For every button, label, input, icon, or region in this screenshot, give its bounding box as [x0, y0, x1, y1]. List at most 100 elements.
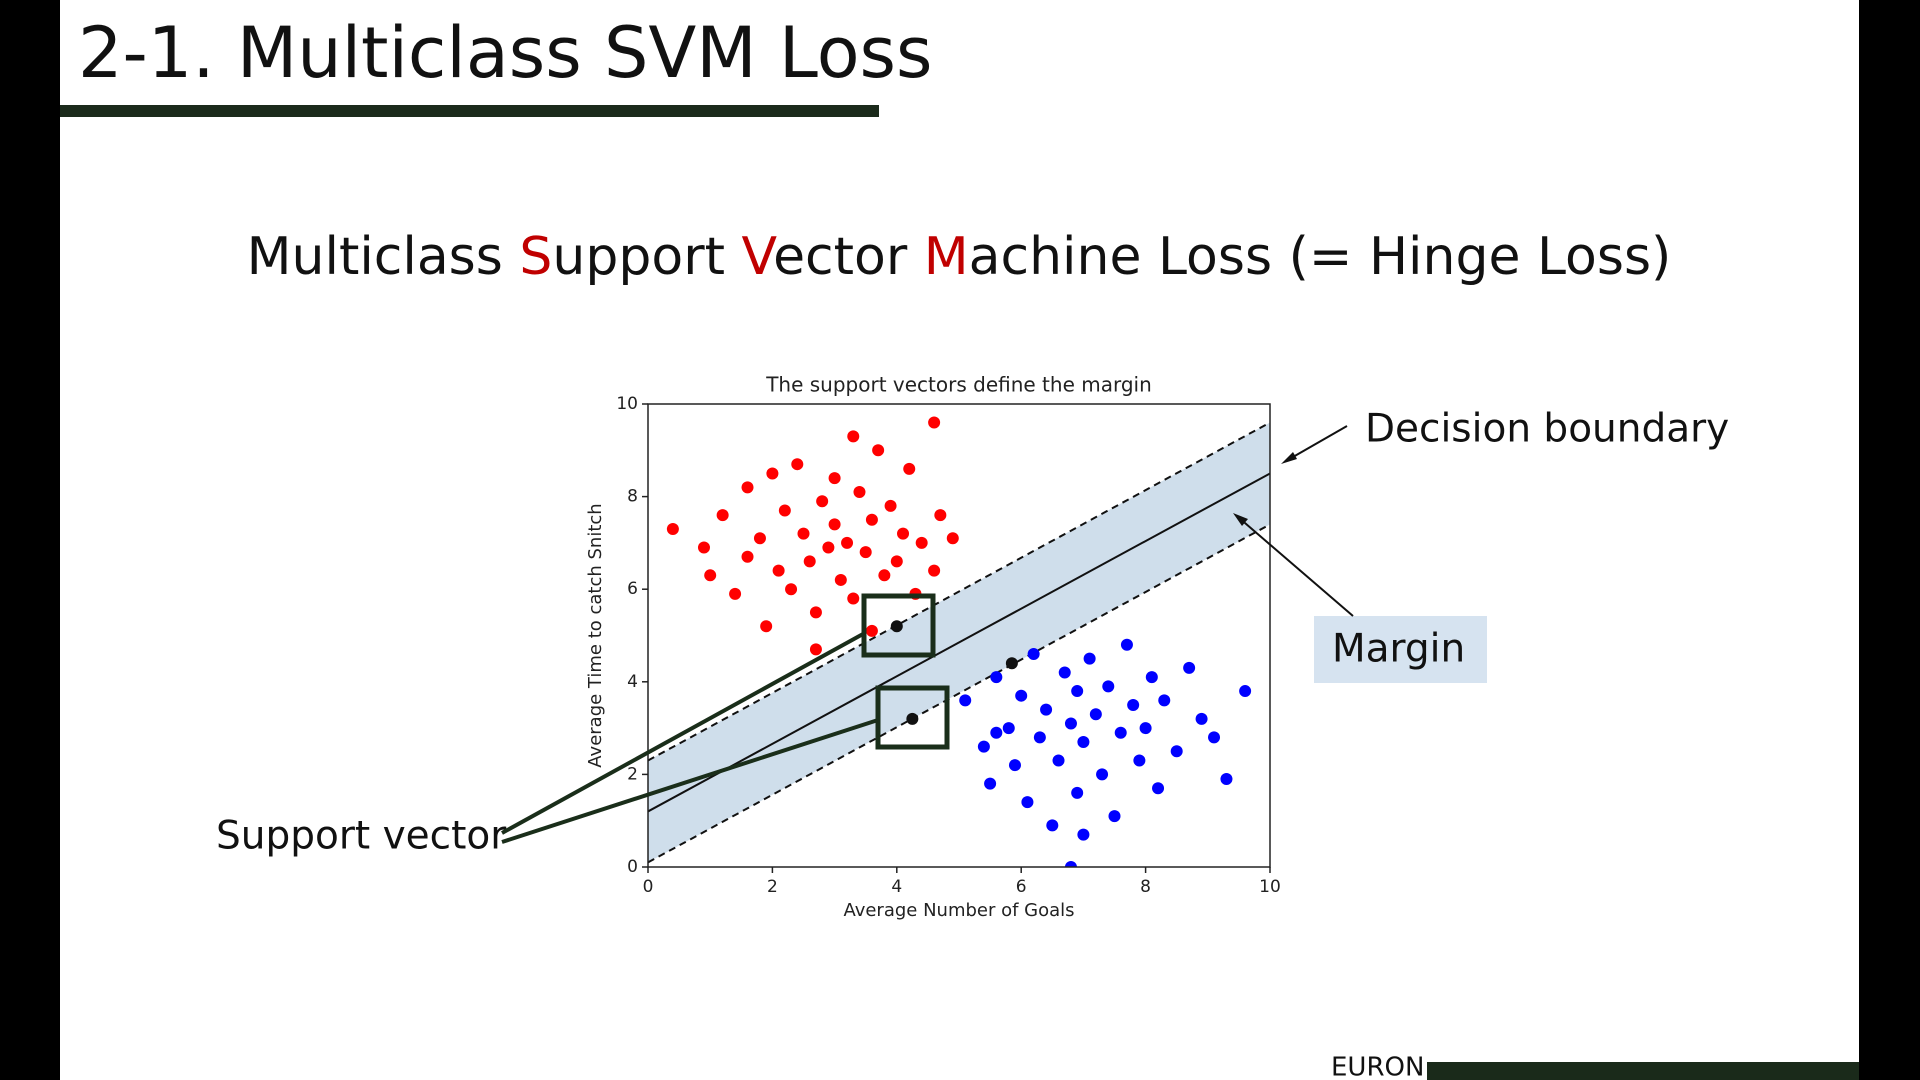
data-point [928, 564, 941, 577]
data-point [890, 620, 903, 633]
data-point [1021, 796, 1034, 809]
subtitle-segment: achine Loss (= Hinge Loss) [969, 227, 1672, 287]
data-point [1158, 694, 1171, 707]
data-point [741, 550, 754, 563]
title-underline [60, 105, 879, 117]
x-tick-label: 6 [1016, 877, 1027, 897]
x-tick-label: 8 [1140, 877, 1151, 897]
data-point [1008, 759, 1021, 772]
data-point [847, 430, 860, 443]
data-point [834, 573, 847, 586]
data-point [1058, 666, 1071, 679]
data-point [990, 671, 1003, 684]
data-point [1083, 652, 1096, 665]
subtitle: Multiclass Support Vector Machine Loss (… [247, 227, 1672, 287]
data-point [785, 583, 798, 596]
data-point [666, 523, 679, 536]
data-point [822, 541, 835, 554]
data-point [1052, 754, 1065, 767]
data-point [828, 472, 841, 485]
subtitle-segment: S [519, 227, 552, 287]
x-tick-label: 4 [891, 877, 902, 897]
data-point [772, 564, 785, 577]
margin-label-box [1314, 616, 1487, 683]
data-point [1239, 685, 1252, 698]
data-point [959, 694, 972, 707]
data-point [1170, 745, 1183, 758]
y-tick-label: 4 [627, 672, 638, 692]
data-point [1152, 782, 1165, 795]
arrow-head [1233, 513, 1248, 526]
data-point [1195, 712, 1208, 725]
y-tick-label: 6 [627, 579, 638, 599]
x-axis-label: Average Number of Goals [843, 900, 1074, 921]
data-point [990, 726, 1003, 739]
data-point [809, 643, 822, 656]
data-point [797, 527, 810, 540]
x-tick-label: 0 [643, 877, 654, 897]
data-point [760, 620, 773, 633]
data-point [897, 527, 910, 540]
data-point [1183, 661, 1196, 674]
y-tick-label: 8 [627, 487, 638, 507]
data-point [816, 495, 829, 508]
subtitle-segment: ector [773, 227, 924, 287]
data-point [872, 444, 885, 457]
support-vector-label: Support vector [216, 814, 507, 859]
data-point [984, 777, 997, 790]
data-point [1040, 703, 1053, 716]
data-point [906, 712, 919, 725]
data-point [1096, 768, 1109, 781]
pointer-line [501, 718, 879, 844]
margin-label: Margin [1332, 627, 1465, 672]
data-point [1208, 731, 1221, 744]
decision-boundary-line [648, 472, 1270, 813]
data-point [716, 509, 729, 522]
data-point [766, 467, 779, 480]
data-point [1120, 638, 1133, 651]
highlight-box [875, 685, 950, 750]
data-point [1077, 828, 1090, 841]
data-point [946, 532, 959, 545]
data-point [1133, 754, 1146, 767]
x-tick-label: 2 [767, 877, 778, 897]
highlight-box [861, 593, 936, 658]
data-point [1033, 731, 1046, 744]
data-point [809, 606, 822, 619]
data-point [865, 624, 878, 637]
data-point [1071, 685, 1084, 698]
y-tick-label: 10 [616, 394, 638, 414]
x-tick-label: 10 [1259, 877, 1281, 897]
data-point [878, 569, 891, 582]
data-point [704, 569, 717, 582]
data-point [729, 587, 742, 600]
data-point [1071, 786, 1084, 799]
data-point [1114, 726, 1127, 739]
data-point [1127, 698, 1140, 711]
arrow-head [1281, 452, 1297, 464]
footer-text: EURON [1331, 1053, 1424, 1080]
data-point [753, 532, 766, 545]
plot [648, 416, 1270, 867]
subtitle-segment: M [924, 227, 969, 287]
data-point [791, 458, 804, 471]
data-point [697, 541, 710, 554]
data-point [915, 536, 928, 549]
data-point [977, 740, 990, 753]
subtitle-segment: upport [552, 227, 741, 287]
data-point [1027, 648, 1040, 661]
data-point [865, 513, 878, 526]
y-tick-label: 0 [627, 857, 638, 877]
data-point [828, 518, 841, 531]
data-point [741, 481, 754, 494]
subtitle-segment: Multiclass [247, 227, 520, 287]
data-point [928, 416, 941, 429]
data-point [1220, 773, 1233, 786]
subtitle-segment: V [742, 227, 778, 287]
arrow-line [1285, 425, 1348, 462]
chart: 0 2 4 6 8 10 0 2 4 6 8 10 The support vectors define… [585, 373, 1281, 922]
data-point [859, 546, 872, 559]
y-tick-label: 2 [627, 764, 638, 784]
